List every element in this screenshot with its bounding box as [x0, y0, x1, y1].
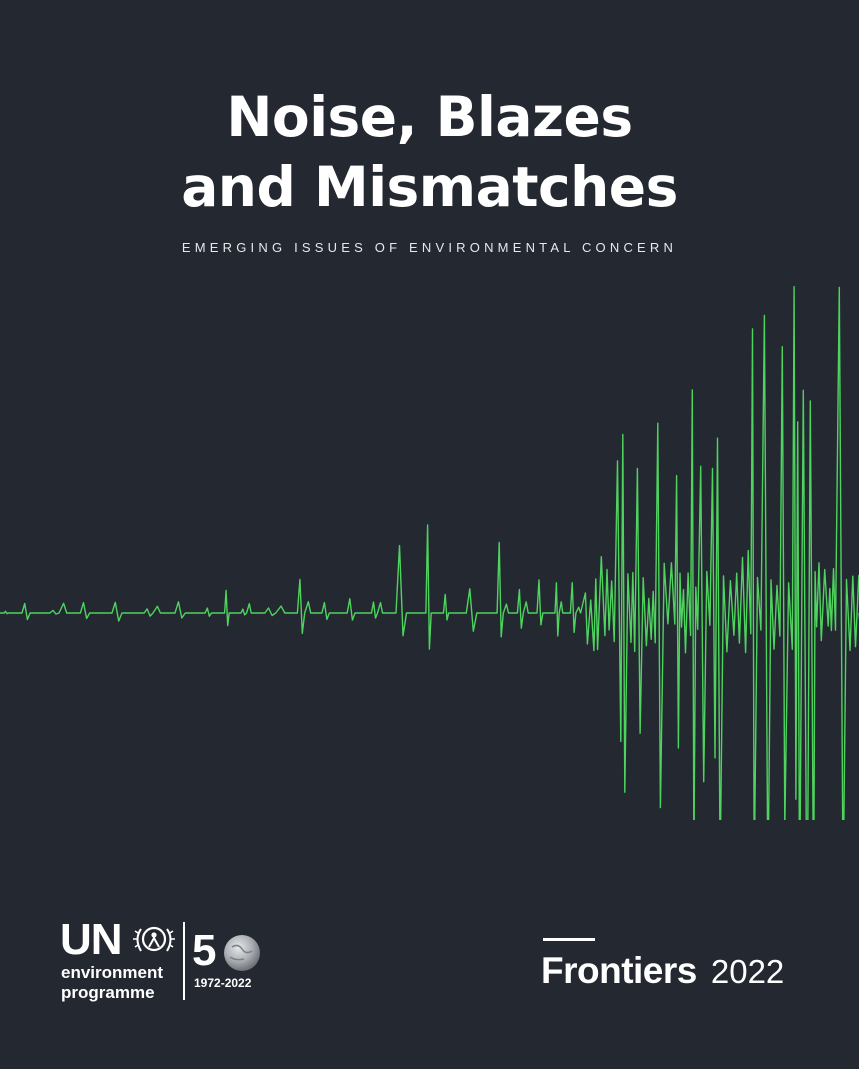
- soundwave-line: [0, 286, 859, 820]
- anniversary-years: 1972-2022: [194, 976, 252, 990]
- title-line-2: and Mismatches: [181, 155, 678, 219]
- series-label: Frontiers 2022: [541, 950, 784, 992]
- logo-divider: [183, 922, 185, 1000]
- globe-icon: [224, 935, 260, 971]
- soundwave-illustration: [0, 286, 859, 820]
- series-name: Frontiers: [541, 950, 697, 991]
- un-emblem-icon: [133, 926, 175, 952]
- report-subtitle: EMERGING ISSUES OF ENVIRONMENTAL CONCERN: [181, 240, 678, 255]
- organization-name: environment programme: [61, 963, 164, 1002]
- unep-logo: UN environment programme 5: [60, 918, 270, 1008]
- un-wordmark: UN: [60, 915, 123, 964]
- title-line-1: Noise, Blazes: [226, 85, 633, 149]
- report-title: Noise, Blazes and Mismatches: [0, 82, 859, 222]
- series-year: 2022: [710, 953, 785, 990]
- series-accent-bar: [543, 938, 595, 941]
- anniversary-number: 5: [192, 926, 217, 975]
